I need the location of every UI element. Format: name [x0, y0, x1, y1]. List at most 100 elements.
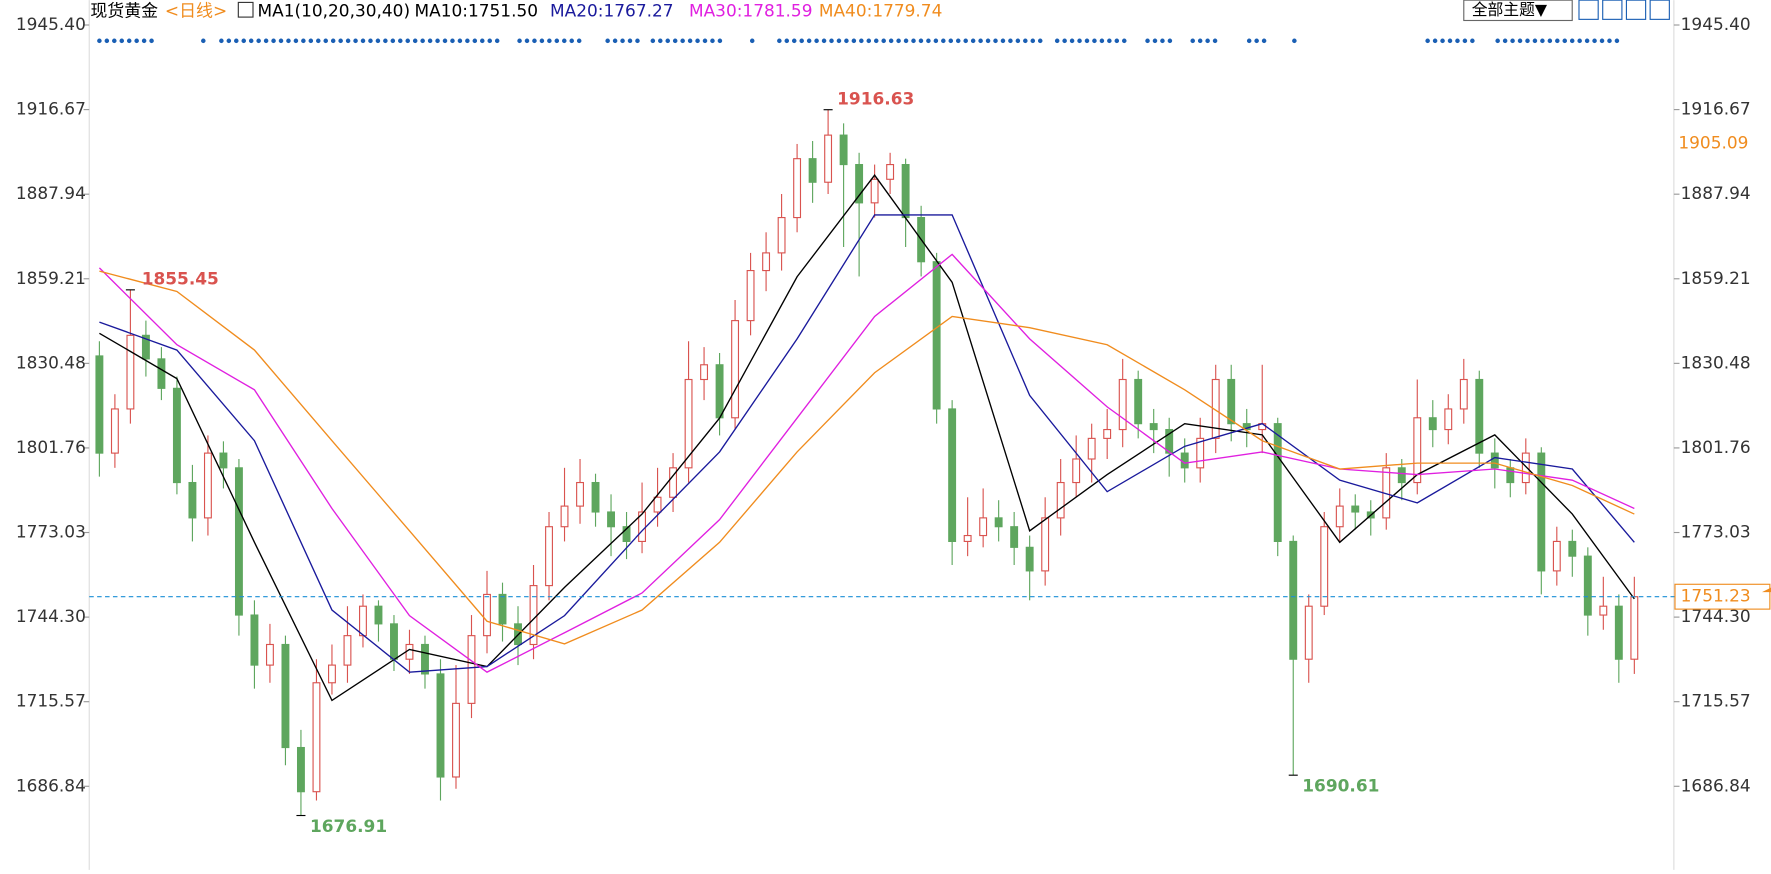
event-dot [368, 38, 373, 44]
candle-body [1289, 540, 1298, 660]
candle-body [979, 517, 988, 537]
event-dot [881, 38, 886, 44]
event-dot [702, 38, 708, 44]
candle-body [777, 216, 786, 254]
event-dot [226, 38, 232, 44]
candle-body [1304, 605, 1313, 660]
y-tick-label: 1801.76 [16, 437, 86, 457]
candle-body [1599, 605, 1608, 616]
candle-body [1475, 378, 1484, 454]
extreme-label: 1690.61 [1302, 775, 1379, 795]
event-dot [472, 38, 478, 44]
event-dot [141, 38, 147, 44]
event-dot [695, 38, 700, 44]
candle-body [467, 635, 476, 704]
event-dot [119, 38, 125, 44]
candle-body [1025, 546, 1034, 572]
candle-body [886, 164, 895, 180]
candle-body [669, 467, 678, 498]
event-dot [112, 38, 117, 44]
event-dot [1205, 38, 1210, 44]
y-tick-label: 1744.30 [16, 606, 86, 626]
event-dot [970, 38, 976, 44]
candle-body [1413, 417, 1422, 484]
event-dot [1092, 38, 1097, 44]
candle-body [421, 643, 429, 675]
event-dot [278, 38, 284, 44]
event-dot [1462, 38, 1468, 44]
tool-icon[interactable] [1649, 0, 1670, 20]
event-dot [345, 38, 351, 44]
tool-icon[interactable] [1602, 0, 1623, 20]
event-dot [1607, 38, 1612, 44]
theme-button[interactable] [1463, 0, 1573, 22]
candle-body [110, 408, 119, 454]
event-dot [948, 38, 954, 44]
y-tick-label: 1686.84 [1681, 775, 1751, 795]
event-dot [487, 38, 492, 44]
event-dot [658, 38, 663, 44]
event-dot [1069, 38, 1075, 44]
event-dot [1562, 38, 1568, 44]
candle-body [390, 623, 398, 660]
candle-body [359, 605, 367, 637]
event-dot [1547, 38, 1553, 44]
candle-body [483, 593, 491, 637]
candle-body [343, 635, 352, 666]
candle-body [328, 664, 336, 684]
event-dot [866, 38, 872, 44]
candle-body [157, 358, 166, 389]
event-dot [353, 38, 358, 44]
event-dot [1599, 38, 1605, 44]
event-dot [1432, 38, 1438, 44]
event-dot [1569, 38, 1575, 44]
theme-button-label[interactable]: 全部主题▼ [1472, 0, 1548, 19]
candle-body [281, 643, 290, 749]
candle-body [932, 261, 941, 410]
candle-body [1041, 517, 1050, 572]
y-tick-label: 1830.48 [16, 352, 86, 372]
event-dot [308, 38, 314, 44]
candle-body [234, 467, 243, 616]
event-dot [1084, 38, 1090, 44]
event-dot [612, 38, 618, 44]
candle-body [1118, 378, 1127, 431]
y-tick-label: 1801.76 [1681, 437, 1751, 457]
candle-body [948, 408, 957, 543]
y-tick-label: 1715.57 [1681, 691, 1751, 711]
event-dot [494, 38, 500, 44]
candle-body [452, 702, 460, 778]
y-tick-label: 1945.40 [1681, 14, 1751, 34]
event-dot [1246, 38, 1252, 44]
event-dot [1510, 38, 1515, 44]
y-tick-label: 1916.67 [16, 99, 86, 119]
tool-icon[interactable] [1625, 0, 1647, 20]
event-dot [911, 38, 916, 44]
event-dot [1023, 38, 1028, 44]
event-dot [1099, 38, 1105, 44]
event-dot [442, 38, 448, 44]
event-dot [104, 38, 110, 44]
event-dot [859, 38, 864, 44]
candle-body [963, 534, 972, 543]
legend-entry: MA40:1779.74 [819, 0, 943, 20]
event-dot [398, 38, 403, 44]
event-dot [605, 38, 610, 44]
indicator-icon[interactable] [237, 1, 254, 18]
candle-body [1180, 452, 1189, 469]
event-dot [126, 38, 132, 44]
event-dot [149, 38, 154, 44]
tool-icon[interactable] [1578, 0, 1599, 20]
event-dot [271, 38, 276, 44]
event-dot [1054, 38, 1060, 44]
candle-body [126, 334, 135, 410]
event-dot [1592, 38, 1597, 44]
event-dot [1532, 38, 1538, 44]
event-dot [301, 38, 306, 44]
candle-body [684, 378, 693, 469]
event-dot [926, 38, 931, 44]
event-dot [1030, 38, 1036, 44]
event-dot [517, 38, 522, 44]
